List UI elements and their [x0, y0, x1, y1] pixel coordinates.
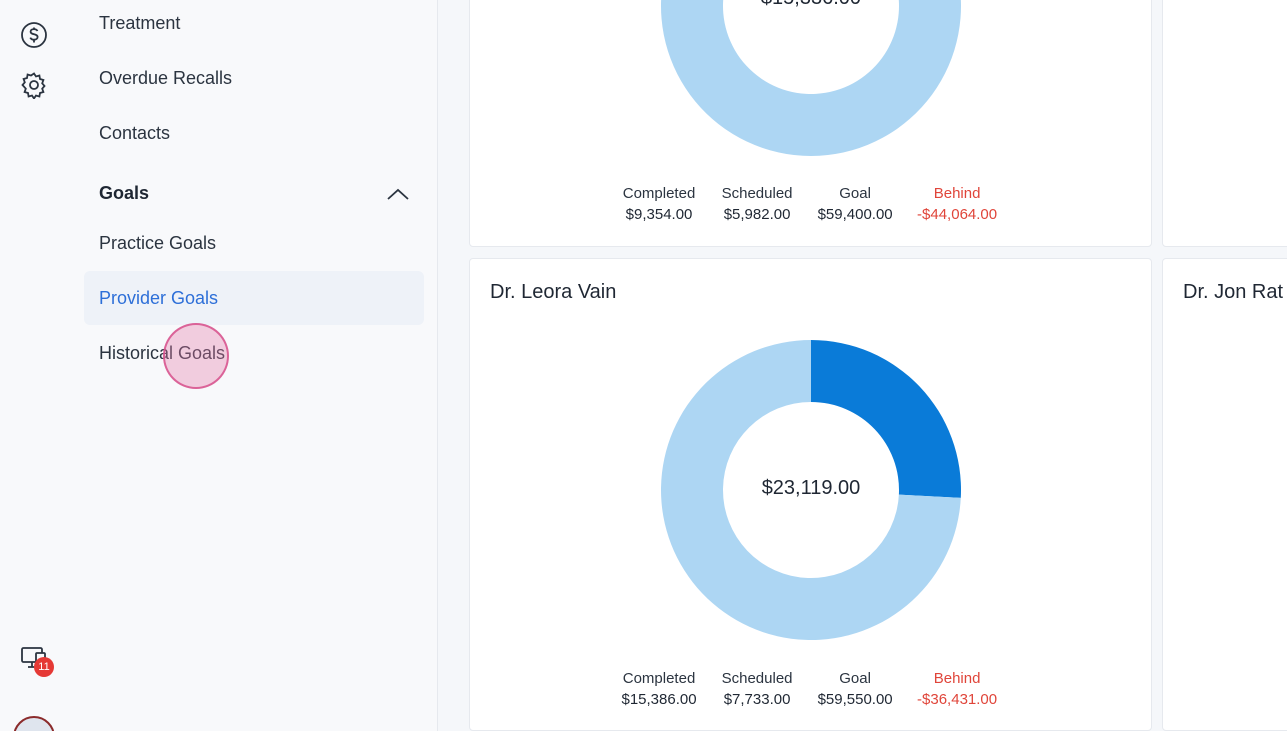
nav-item-treatment[interactable]: Treatment	[99, 12, 181, 33]
nav-item-contacts[interactable]: Contacts	[99, 122, 171, 143]
nav-section-goals[interactable]: Goals	[84, 168, 424, 218]
stat-label: Behind	[933, 670, 981, 687]
stat-completed: Completed $15,386.00	[610, 670, 708, 708]
provider-goal-card-partial: Dr. Jon Rat	[1162, 258, 1287, 731]
stat-value: $9,354.00	[625, 206, 693, 223]
provider-goal-card: Dr. Leora Vain $23,119.00 Completed $15,…	[469, 258, 1152, 731]
stat-value: $7,733.00	[723, 691, 791, 708]
nav-item-historical-goals[interactable]: Historical Goals	[99, 342, 226, 363]
goal-donut-chart	[661, 340, 961, 640]
provider-name: Dr. Leora Vain	[490, 281, 617, 303]
icon-rail: 11	[0, 0, 68, 731]
nav-item-practice-goals[interactable]: Practice Goals	[99, 232, 217, 253]
stat-value: -$44,064.00	[917, 206, 998, 223]
goal-stats: Completed $9,354.00 Scheduled $5,982.00 …	[610, 185, 1010, 223]
stat-label: Completed	[622, 670, 696, 687]
donut-center-value: $15,336.00	[711, 0, 911, 10]
provider-name: Dr. Jon Rat	[1183, 281, 1284, 303]
donut-center-value: $23,119.00	[761, 477, 861, 499]
goal-stats: Completed $15,386.00 Scheduled $7,733.00…	[610, 670, 1010, 708]
slice-remaining	[661, 0, 961, 156]
nav-panel: Treatment Overdue Recalls Contacts Goals…	[68, 0, 438, 731]
dollar-icon[interactable]	[19, 20, 49, 50]
stat-behind: Behind -$44,064.00	[904, 185, 1010, 223]
slice-completed	[811, 340, 961, 498]
stat-value: -$36,431.00	[917, 691, 998, 708]
chevron-up-icon	[387, 188, 409, 200]
gear-icon[interactable]	[19, 70, 49, 100]
avatar[interactable]	[13, 716, 55, 731]
stat-value: $15,386.00	[621, 691, 697, 708]
stat-scheduled: Scheduled $7,733.00	[708, 670, 806, 708]
goal-donut-chart	[661, 0, 961, 156]
provider-goal-card-partial	[1162, 0, 1287, 247]
stat-scheduled: Scheduled $5,982.00	[708, 185, 806, 223]
nav-item-provider-goals[interactable]: Provider Goals	[84, 271, 424, 325]
stat-behind: Behind -$36,431.00	[904, 670, 1010, 708]
stat-value: $59,550.00	[817, 691, 893, 708]
stat-value: $5,982.00	[723, 206, 791, 223]
stat-label: Goal	[839, 670, 871, 687]
slice-remaining	[661, 340, 961, 640]
nav-item-overdue-recalls[interactable]: Overdue Recalls	[99, 67, 233, 88]
stat-goal: Goal $59,400.00	[806, 185, 904, 223]
stat-label: Behind	[933, 185, 981, 202]
notification-badge: 11	[34, 657, 54, 677]
stat-label: Goal	[839, 185, 871, 202]
provider-goal-card: $15,336.00 Completed $9,354.00 Scheduled…	[469, 0, 1152, 247]
stat-label: Scheduled	[721, 185, 793, 202]
stat-label: Scheduled	[721, 670, 793, 687]
stat-completed: Completed $9,354.00	[610, 185, 708, 223]
nav-section-label: Goals	[99, 182, 150, 203]
stat-label: Completed	[622, 185, 696, 202]
stat-value: $59,400.00	[817, 206, 893, 223]
stat-goal: Goal $59,550.00	[806, 670, 904, 708]
